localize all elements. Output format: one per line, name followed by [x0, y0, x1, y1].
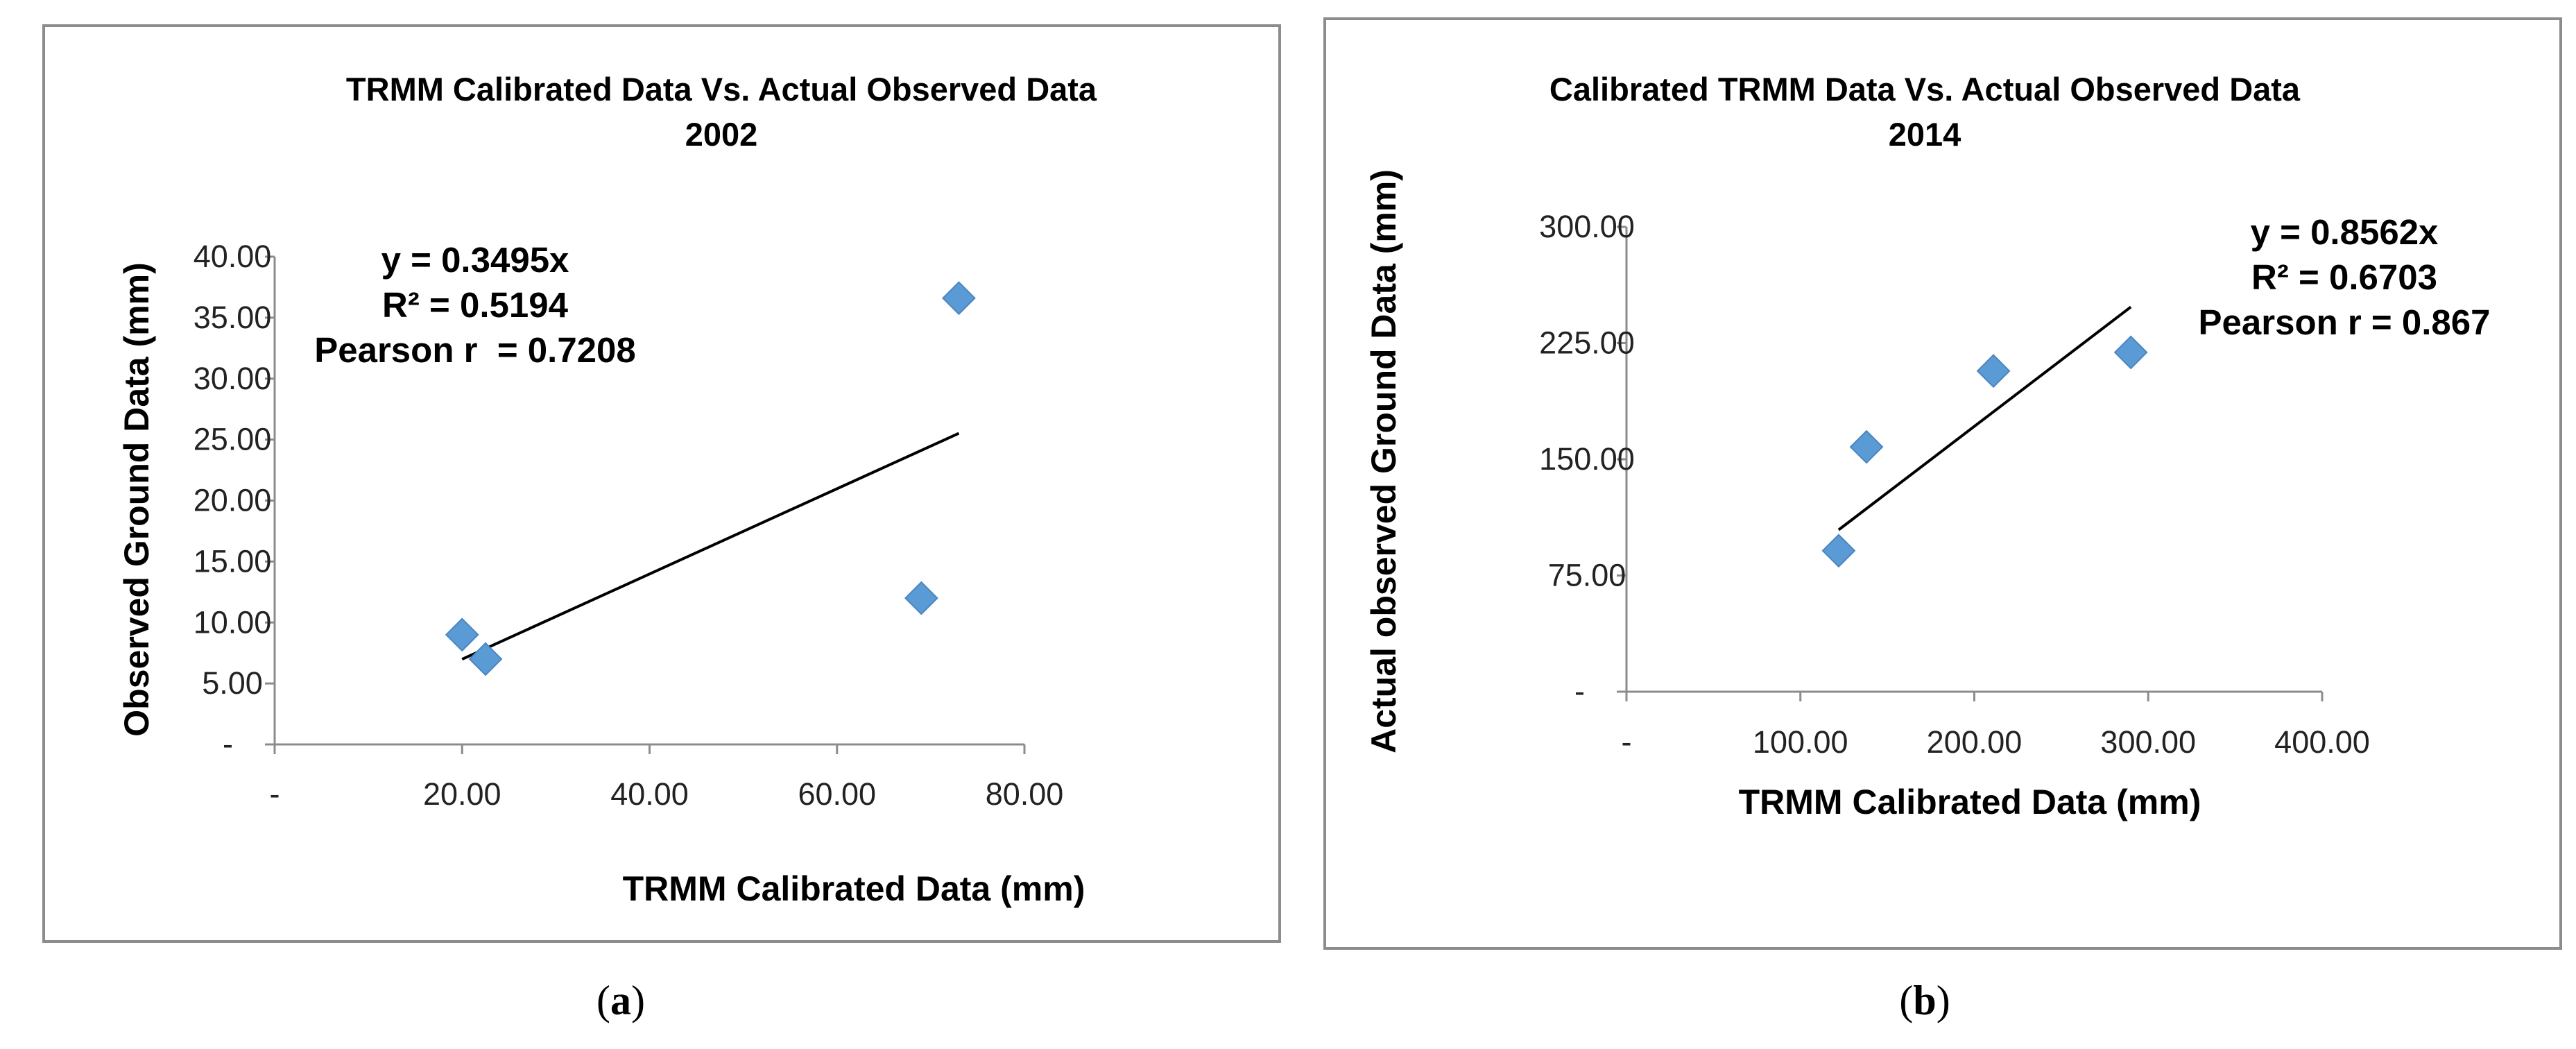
chart-b-y-tick-label: 150.00	[1539, 441, 1635, 477]
chart-a-trendline	[461, 432, 960, 660]
chart-b-data-point	[1821, 534, 1856, 568]
chart-a-y-tick-label: 40.00	[194, 239, 272, 274]
chart-a-pearson: Pearson r = 0.7208	[314, 330, 636, 370]
chart-a-data-point	[941, 281, 976, 316]
chart-b-title-line1: Calibrated TRMM Data Vs. Actual Observed…	[1549, 71, 2301, 108]
chart-a-x-tick-label: -	[270, 776, 280, 812]
chart-a-r-squared: R² = 0.5194	[382, 285, 569, 325]
chart-a-x-tick-label: 40.00	[610, 776, 689, 812]
chart-a-x-tick-label: 80.00	[986, 776, 1064, 812]
chart-a-x-ticks: - 20.00 40.00 60.00 80.00	[270, 744, 1064, 812]
chart-b-y-tick-label: 300.00	[1539, 209, 1635, 244]
chart-b-border	[1323, 17, 2562, 950]
chart-b-x-tick-label: 300.00	[2100, 724, 2196, 760]
chart-a-data-point	[445, 617, 479, 652]
chart-panel-b: Calibrated TRMM Data Vs. Actual Observed…	[1323, 17, 2562, 950]
chart-b-r-squared: R² = 0.6703	[2251, 257, 2437, 297]
chart-a-y-tick-label: 20.00	[194, 483, 272, 518]
chart-a-x-axis-title: TRMM Calibrated Data (mm)	[623, 869, 1085, 908]
chart-b-y-tick-label: 75.00	[1548, 558, 1626, 593]
chart-b-data-point	[1976, 354, 2011, 389]
chart-a-y-tick-label: 35.00	[194, 300, 272, 335]
chart-b-y-axis-title: Actual observed Ground Data (mm)	[1364, 169, 1403, 753]
chart-a-border	[42, 24, 1281, 943]
chart-a-y-tick-label: 5.00	[202, 665, 263, 701]
chart-b-data-point	[2113, 335, 2148, 370]
chart-a-x-tick-label: 20.00	[423, 776, 501, 812]
chart-b-title-line2: 2014	[1889, 116, 1961, 153]
chart-b-x-tick-label: 400.00	[2274, 724, 2370, 760]
chart-b-y-ticks: - 75.00 150.00 225.00 300.00	[1539, 209, 1635, 709]
chart-a-y-axis-title: Observed Ground Data (mm)	[117, 262, 156, 736]
chart-a-y-tick-label: 30.00	[194, 361, 272, 396]
chart-a-x-tick-label: 60.00	[798, 776, 876, 812]
chart-a-caption: (a)	[596, 978, 645, 1023]
chart-b-pearson: Pearson r = 0.867	[2198, 302, 2490, 342]
chart-a-y-tick-label: 10.00	[194, 604, 272, 640]
chart-a-y-tick-label: 15.00	[194, 543, 272, 579]
chart-b-trendline	[1837, 305, 2132, 531]
chart-b-x-tick-label: 200.00	[1927, 724, 2023, 760]
chart-b-data-point	[1849, 429, 1884, 464]
chart-b-caption: (b)	[1899, 978, 1950, 1023]
chart-a-equation: y = 0.3495x	[381, 240, 569, 280]
chart-a-y-ticks: - 5.00 10.00 15.00 20.00 25.00 30.00 35.00 40.00	[194, 239, 275, 762]
chart-b-x-axis-title: TRMM Calibrated Data (mm)	[1739, 783, 2201, 821]
chart-b-y-tick-label: 225.00	[1539, 325, 1635, 361]
chart-b-x-tick-label: 100.00	[1753, 724, 1848, 760]
chart-b-x-ticks: - 100.00 200.00 300.00 400.00	[1622, 692, 2370, 760]
chart-b-y-tick-label: -	[1574, 674, 1585, 709]
chart-a-data-point	[468, 642, 503, 676]
chart-a-title-line2: 2002	[685, 116, 758, 153]
chart-a-title-line1: TRMM Calibrated Data Vs. Actual Observed…	[346, 71, 1097, 108]
chart-b-points	[1821, 335, 2148, 568]
chart-a-points	[445, 281, 976, 676]
chart-b-equation: y = 0.8562x	[2251, 212, 2439, 252]
chart-a-y-tick-label: 25.00	[194, 422, 272, 457]
chart-a-data-point	[904, 581, 938, 615]
chart-panel-a: TRMM Calibrated Data Vs. Actual Observed…	[42, 24, 1281, 943]
chart-b-x-tick-label: -	[1622, 724, 1632, 760]
chart-a-y-tick-label: -	[223, 726, 233, 762]
